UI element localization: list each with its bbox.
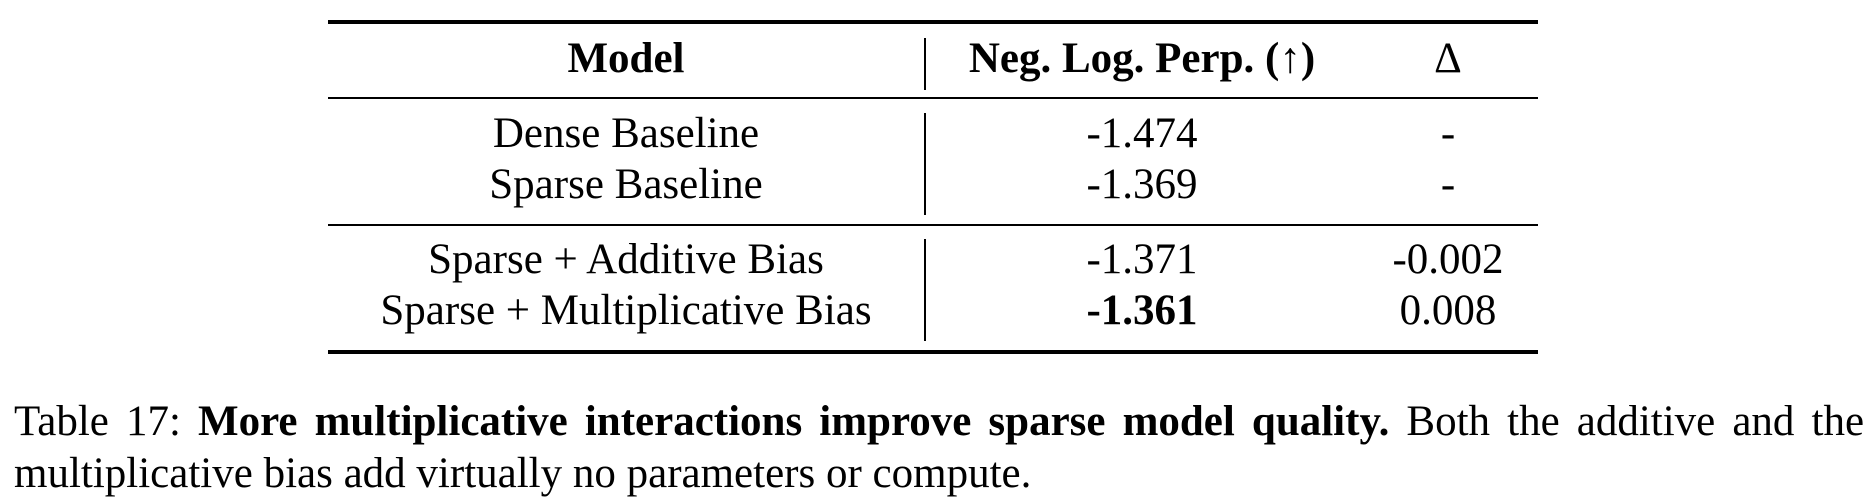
row-metric: -1.474 bbox=[1086, 110, 1198, 157]
row-delta: - bbox=[1440, 110, 1456, 157]
table-header-rule bbox=[328, 97, 1538, 99]
row-delta: -0.002 bbox=[1392, 236, 1504, 283]
table-top-rule bbox=[328, 20, 1538, 24]
caption-label: Table 17: bbox=[14, 398, 181, 445]
row-model: Sparse + Multiplicative Bias bbox=[380, 287, 872, 334]
header-neg-log-perp: Neg. Log. Perp. (↑) bbox=[968, 35, 1316, 82]
row-metric-best: -1.361 bbox=[1086, 287, 1198, 334]
group2-separator bbox=[924, 239, 926, 341]
row-metric: -1.371 bbox=[1086, 236, 1198, 283]
table-bottom-rule bbox=[328, 350, 1538, 354]
header-separator bbox=[924, 38, 926, 90]
table-caption: Table 17: More multiplicative interactio… bbox=[14, 396, 1864, 500]
row-delta: - bbox=[1440, 161, 1456, 208]
group1-separator bbox=[924, 113, 926, 215]
row-delta: 0.008 bbox=[1399, 287, 1497, 334]
row-metric: -1.369 bbox=[1086, 161, 1198, 208]
caption-body: Both the additive and the multiplicative… bbox=[14, 398, 1865, 497]
caption-title: More multiplicative interactions improve… bbox=[198, 398, 1390, 445]
row-model: Sparse + Additive Bias bbox=[428, 236, 824, 283]
table-group-rule bbox=[328, 224, 1538, 226]
header-delta: Δ bbox=[1434, 35, 1462, 82]
header-model: Model bbox=[567, 35, 685, 82]
row-model: Dense Baseline bbox=[492, 110, 760, 157]
row-model: Sparse Baseline bbox=[489, 161, 763, 208]
